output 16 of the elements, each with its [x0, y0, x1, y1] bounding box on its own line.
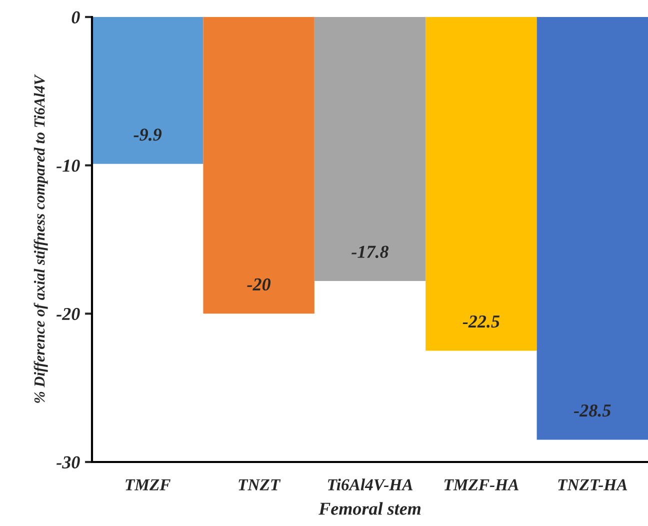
- x-tick-label: TNZT: [238, 479, 281, 490]
- y-tick-label: -10: [56, 160, 80, 172]
- data-label: -28.5: [574, 404, 611, 417]
- y-axis-title: % Difference of axial stiffness compared to Ti6Al4V: [34, 74, 48, 403]
- x-tick-label: TMZF: [126, 479, 170, 490]
- x-tick-label: TNZT-HA: [558, 479, 628, 490]
- data-label: -20: [247, 278, 271, 291]
- x-tick-label: Ti6Al4V-HA: [328, 478, 413, 490]
- x-tick-label: TMZF-HA: [444, 479, 518, 490]
- y-tick-label: -20: [56, 308, 80, 320]
- y-tick-label: 0: [72, 11, 80, 24]
- data-label: -22.5: [462, 316, 500, 328]
- data-label: -17.8: [352, 246, 389, 258]
- data-label: -9.9: [134, 128, 162, 141]
- x-axis-title: Femoral stem: [318, 502, 421, 515]
- y-tick-label: -30: [56, 456, 80, 468]
